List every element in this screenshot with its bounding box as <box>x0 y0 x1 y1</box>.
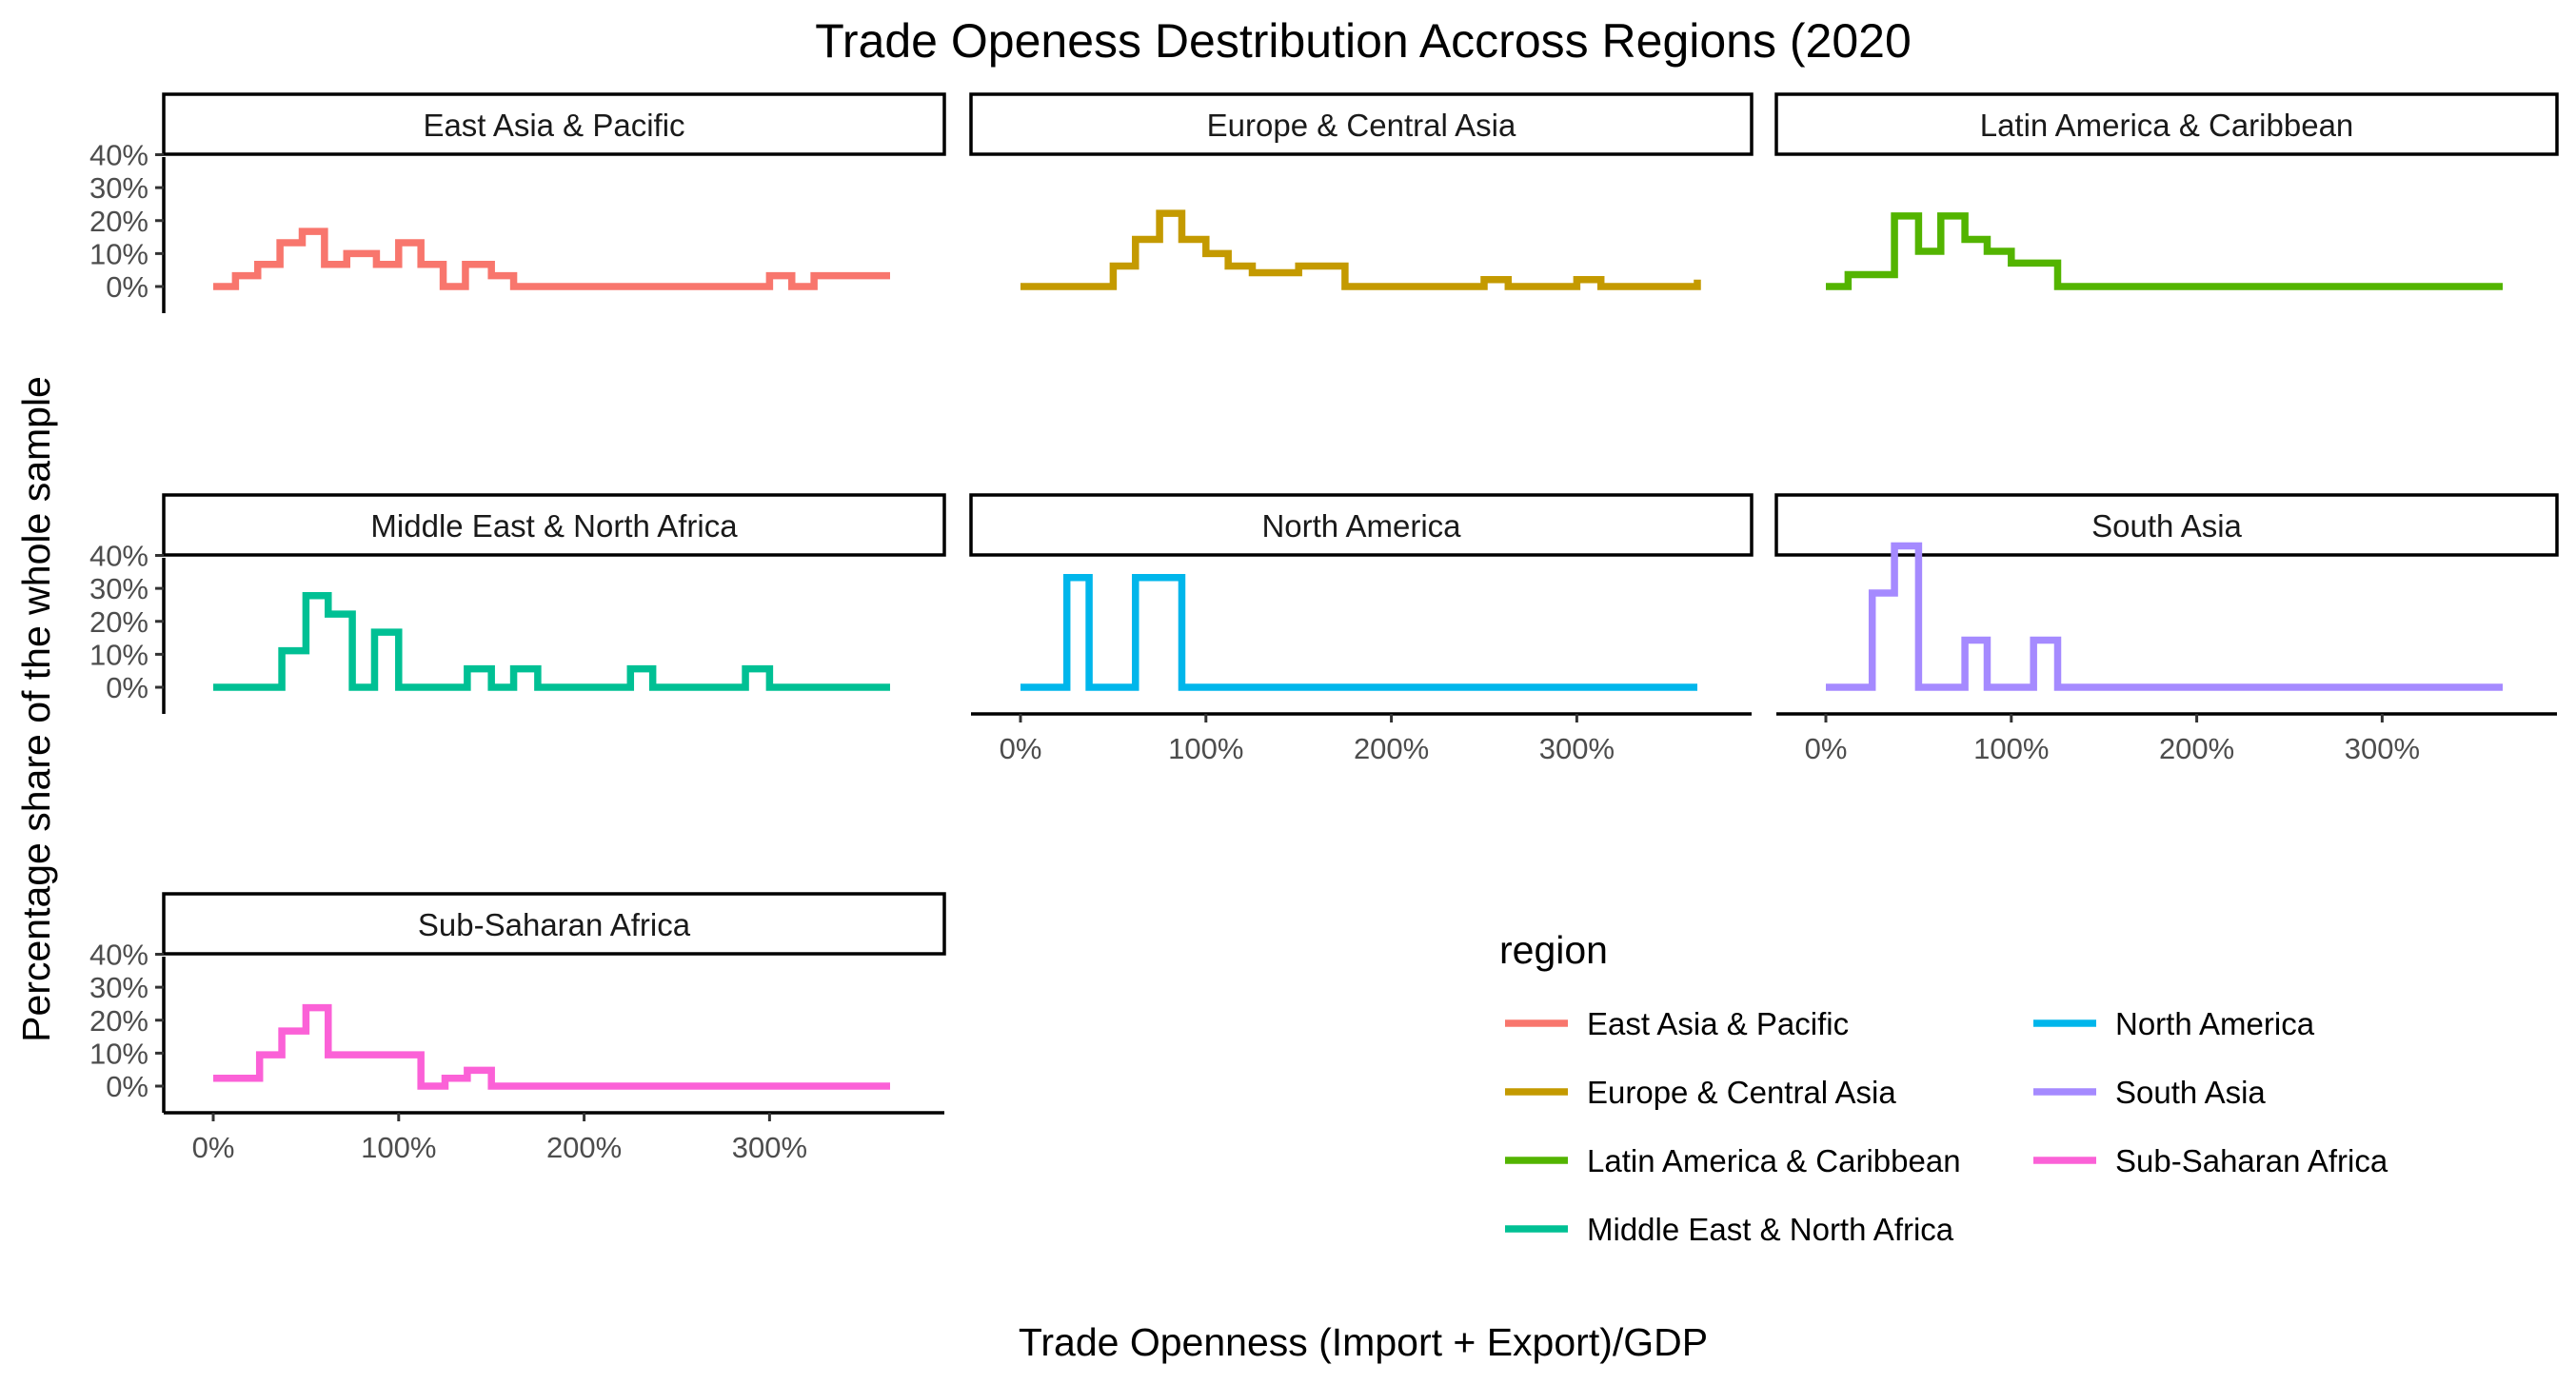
legend-item: Middle East & North Africa <box>1505 1212 1954 1247</box>
legend-item: North America <box>2033 1006 2315 1041</box>
y-tick-label: 0% <box>106 270 149 304</box>
legend-label: Middle East & North Africa <box>1587 1212 1954 1247</box>
x-tick-label: 100% <box>1973 732 2049 765</box>
series-line <box>1020 209 1701 290</box>
legend-label: Sub-Saharan Africa <box>2115 1143 2388 1178</box>
facet-strip-box <box>162 493 946 557</box>
facet-strip: North America <box>969 493 1754 557</box>
facet-strip-label: North America <box>1261 508 1461 544</box>
facet-panel: East Asia & Pacific 0%10%20%30%40% <box>89 92 946 313</box>
x-tick-label: 300% <box>2345 732 2420 765</box>
legend-item: East Asia & Pacific <box>1505 1006 1849 1041</box>
legend-item: Europe & Central Asia <box>1505 1075 1896 1110</box>
x-tick-label: 100% <box>1168 732 1243 765</box>
y-tick-label: 20% <box>89 205 149 238</box>
x-tick-label: 300% <box>1539 732 1615 765</box>
y-tick-label: 40% <box>89 540 149 573</box>
y-tick-label: 30% <box>89 171 149 205</box>
y-tick-label: 10% <box>89 1037 149 1070</box>
y-tick-label: 20% <box>89 605 149 639</box>
y-tick-label: 0% <box>106 671 149 704</box>
facet-strip-label: Middle East & North Africa <box>370 508 738 544</box>
facet-panel: Latin America & Caribbean <box>1774 92 2559 290</box>
y-tick-label: 30% <box>89 572 149 605</box>
legend-item: Sub-Saharan Africa <box>2033 1143 2388 1178</box>
legend-label: East Asia & Pacific <box>1587 1006 1849 1041</box>
legend-label: Latin America & Caribbean <box>1587 1143 1961 1178</box>
facet-strip-box <box>969 92 1754 156</box>
series-line <box>1826 212 2503 290</box>
x-tick-label: 0% <box>192 1131 235 1164</box>
facet-strip-label: Latin America & Caribbean <box>1980 108 2354 143</box>
x-tick-label: 200% <box>1354 732 1429 765</box>
facet-strip-label: South Asia <box>2091 508 2242 544</box>
legend-title: region <box>1499 928 1608 972</box>
facet-strip-label: Europe & Central Asia <box>1207 108 1516 143</box>
series-line <box>213 591 890 691</box>
x-tick-label: 300% <box>732 1131 807 1164</box>
y-tick-label: 40% <box>89 139 149 172</box>
x-tick-label: 0% <box>1805 732 1848 765</box>
series-line <box>213 1003 890 1090</box>
facet-strip-box <box>162 92 946 156</box>
y-tick-label: 20% <box>89 1004 149 1038</box>
y-tick-label: 10% <box>89 638 149 671</box>
legend-label: North America <box>2115 1006 2315 1041</box>
y-tick-label: 0% <box>106 1070 149 1103</box>
facet-strip: Middle East & North Africa <box>162 493 946 557</box>
y-axis-title: Percentage share of the whole sample <box>14 376 58 1042</box>
chart-title: Trade Openess Destribution Accross Regio… <box>815 14 1912 68</box>
facet-strip-box <box>162 892 946 956</box>
legend-item: Latin America & Caribbean <box>1505 1143 1961 1178</box>
legend-label: Europe & Central Asia <box>1587 1075 1896 1110</box>
y-tick-label: 40% <box>89 939 149 972</box>
x-tick-label: 200% <box>2159 732 2234 765</box>
x-tick-label: 100% <box>361 1131 436 1164</box>
facet-strip: Sub-Saharan Africa <box>162 892 946 956</box>
x-axis-title: Trade Openness (Import + Export)/GDP <box>1019 1320 1708 1364</box>
x-tick-label: 0% <box>1000 732 1042 765</box>
facet-strip: East Asia & Pacific <box>162 92 946 156</box>
facet-panel: Europe & Central Asia <box>969 92 1754 290</box>
x-tick-label: 200% <box>546 1131 622 1164</box>
facet-strip-box <box>969 493 1754 557</box>
legend: region East Asia & Pacific Europe & Centr… <box>1499 928 2388 1247</box>
series-line <box>1826 542 2503 691</box>
facet-strip-label: East Asia & Pacific <box>423 108 684 143</box>
facet-strip: Europe & Central Asia <box>969 92 1754 156</box>
facet-panel: Middle East & North Africa 0%10%20%30%40% <box>89 493 946 714</box>
legend-item: South Asia <box>2033 1075 2266 1110</box>
facet-strip-box <box>1774 92 2559 156</box>
facet-panel: North America 0% 100% 200% 300% <box>969 493 1754 765</box>
y-tick-label: 30% <box>89 971 149 1004</box>
facet-panels: East Asia & Pacific0%10%20%30%40%Europe … <box>89 92 2559 1164</box>
legend-label: South Asia <box>2115 1075 2266 1110</box>
series-line <box>1020 573 1697 691</box>
facet-strip-label: Sub-Saharan Africa <box>418 907 691 942</box>
facet-panel: South Asia 0% 100% 200% 300% <box>1774 493 2559 765</box>
series-line <box>213 228 890 290</box>
y-tick-label: 10% <box>89 237 149 270</box>
facet-strip: Latin America & Caribbean <box>1774 92 2559 156</box>
